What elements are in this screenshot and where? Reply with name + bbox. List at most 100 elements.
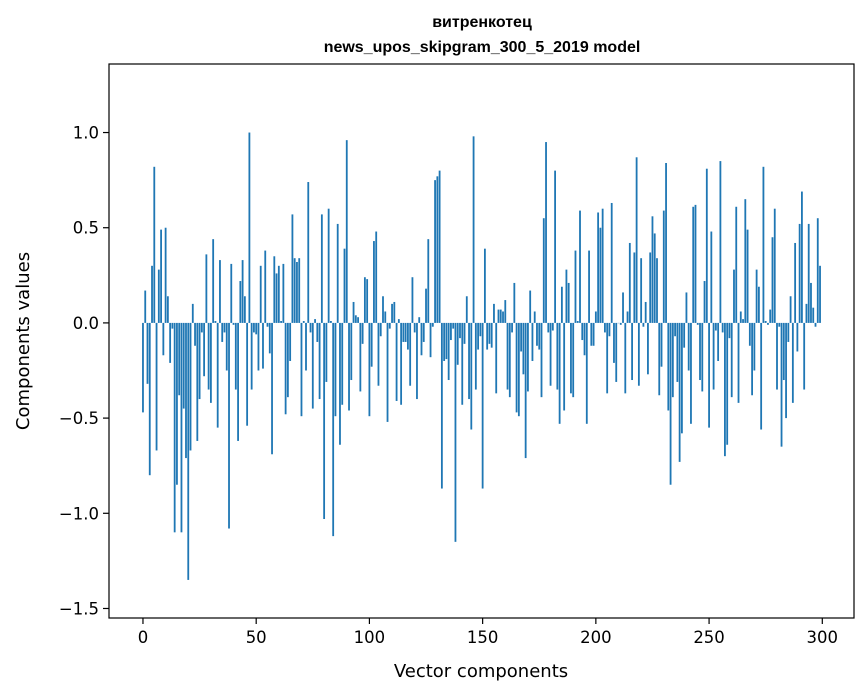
bar: [474, 322, 477, 390]
bar: [724, 322, 726, 457]
bar: [198, 322, 201, 400]
bar: [280, 321, 282, 323]
bar: [266, 322, 269, 327]
bar: [669, 322, 672, 485]
bar: [687, 322, 690, 371]
bar: [583, 322, 586, 356]
bar: [685, 292, 688, 323]
bar: [345, 140, 348, 323]
bar: [481, 322, 484, 489]
bar: [194, 322, 196, 346]
bar: [511, 322, 513, 333]
bar: [542, 218, 545, 323]
bar: [142, 322, 144, 413]
bar: [742, 319, 744, 323]
bar: [200, 322, 203, 333]
bar: [676, 322, 679, 382]
x-axis-ticks: 0 50 100 150 200 250 300: [138, 618, 838, 647]
bar: [232, 322, 235, 325]
bar: [626, 311, 629, 323]
bar: [520, 322, 523, 352]
bar: [262, 322, 264, 369]
bar: [801, 191, 803, 323]
bar: [334, 322, 337, 417]
bar: [352, 301, 355, 323]
bar: [348, 322, 350, 411]
x-tick-label: 0: [138, 628, 149, 647]
bar: [416, 322, 418, 400]
bar: [164, 227, 167, 323]
bar: [228, 322, 230, 529]
bar: [185, 322, 187, 459]
bar: [733, 269, 735, 323]
bar: [422, 322, 425, 342]
bar: [560, 286, 563, 323]
bar: [407, 322, 409, 350]
bar: [633, 252, 636, 323]
bar: [445, 322, 448, 360]
bar: [644, 301, 647, 323]
bar: [739, 311, 742, 323]
bar: [807, 223, 810, 323]
bar: [533, 311, 536, 323]
bar: [431, 322, 434, 327]
bar: [397, 319, 400, 323]
bar: [613, 322, 615, 363]
bar: [536, 322, 538, 346]
bar: [461, 322, 464, 405]
bar: [253, 322, 255, 333]
bar: [296, 261, 298, 323]
bar: [610, 202, 613, 323]
bar: [271, 322, 273, 455]
bar: [429, 322, 432, 358]
bar: [259, 265, 262, 323]
bar: [746, 229, 749, 323]
bar: [649, 252, 652, 323]
bar: [771, 237, 774, 323]
bar: [418, 317, 421, 323]
bar: [209, 322, 212, 403]
bars-group: [142, 132, 821, 580]
bar: [187, 322, 190, 580]
bar: [502, 311, 504, 323]
bar: [574, 250, 577, 323]
bar: [146, 322, 149, 384]
bar: [554, 170, 556, 323]
bar: [773, 208, 776, 323]
bar: [447, 322, 450, 381]
bar: [737, 322, 740, 403]
bar: [703, 281, 706, 323]
bar: [744, 199, 747, 323]
bar: [690, 322, 692, 424]
bar: [223, 322, 226, 333]
y-tick-label: 1.0: [73, 124, 99, 143]
bar: [291, 214, 294, 323]
bar: [243, 296, 246, 323]
bar: [642, 322, 645, 327]
bar: [796, 322, 799, 352]
y-tick-label: 0.5: [73, 219, 99, 238]
bar: [805, 303, 808, 323]
bar: [420, 322, 423, 356]
y-tick-label: −1.0: [59, 504, 99, 523]
bar: [624, 322, 627, 394]
bar: [782, 322, 785, 381]
bar: [459, 322, 461, 339]
bar: [153, 166, 156, 323]
bar: [778, 322, 781, 327]
bar: [293, 258, 296, 323]
bar: [479, 322, 482, 337]
bar: [717, 322, 720, 361]
bar: [678, 322, 681, 462]
bar: [239, 281, 242, 323]
bar: [176, 322, 178, 485]
bar: [710, 231, 713, 323]
bar: [268, 322, 271, 354]
bar: [814, 322, 817, 327]
bar: [674, 322, 677, 337]
bar: [604, 322, 606, 333]
bar: [712, 322, 715, 390]
bar: [681, 322, 683, 434]
bar: [230, 263, 233, 323]
bar: [438, 170, 441, 323]
